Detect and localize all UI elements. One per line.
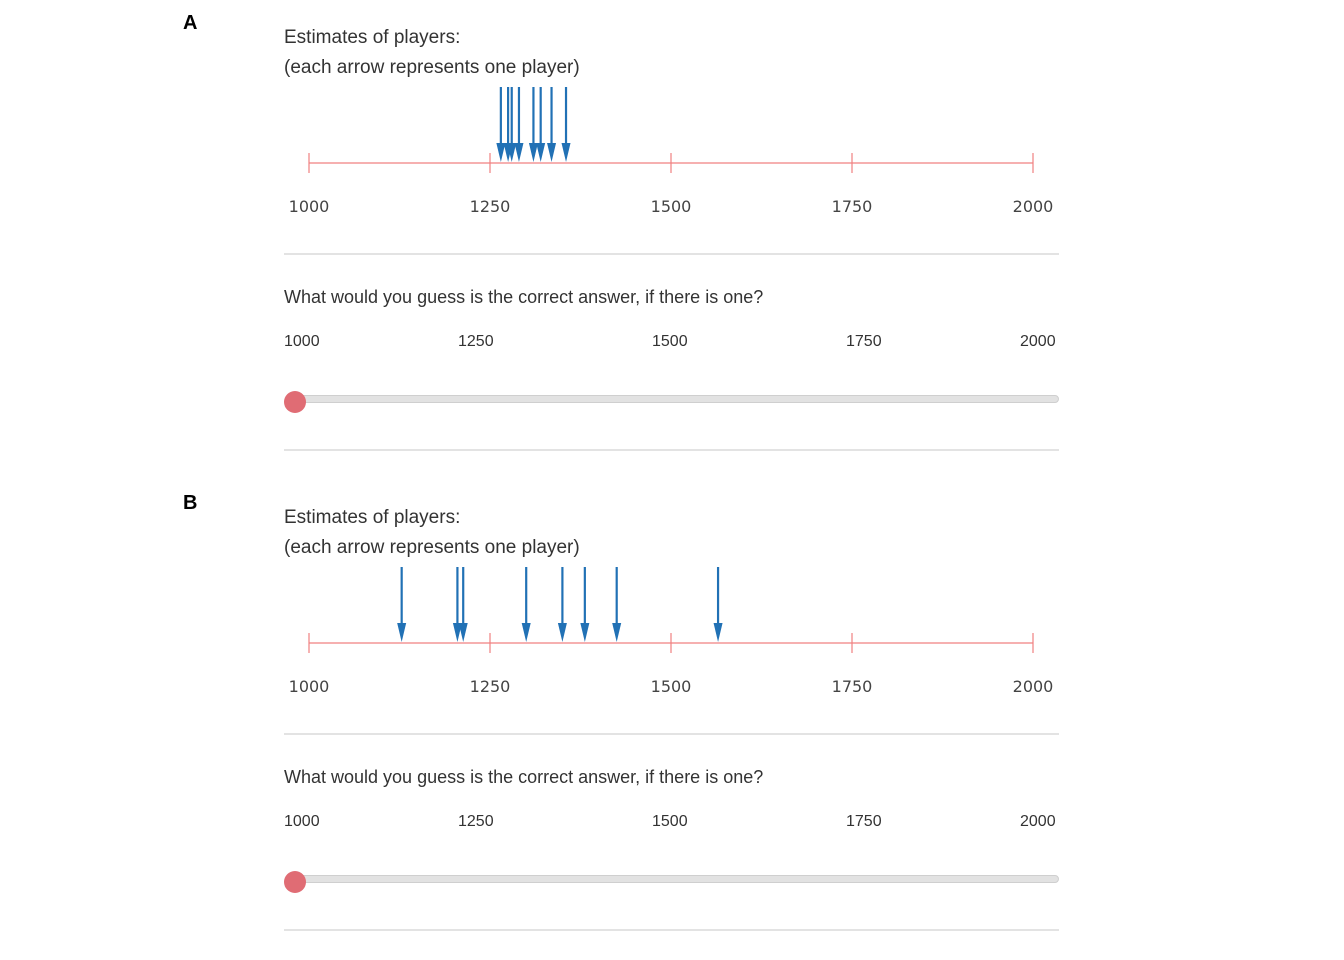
slider-label: 1500: [652, 813, 688, 830]
axis-tick-label: 1500: [651, 677, 692, 696]
slider-label: 1250: [458, 333, 494, 350]
divider: [284, 929, 1059, 931]
slider-label: 2000: [1020, 813, 1056, 830]
divider: [284, 449, 1059, 451]
arrow-head: [514, 143, 524, 162]
player-estimate-arrow: [496, 87, 506, 162]
estimates-title: Estimates of players:: [284, 27, 461, 48]
arrow-head: [528, 143, 538, 162]
player-estimate-arrow: [521, 567, 531, 642]
guess-slider-handle[interactable]: [284, 871, 306, 893]
player-estimate-arrow: [397, 567, 407, 642]
arrow-head: [536, 143, 546, 162]
axis-tick-label: 2000: [1013, 677, 1054, 696]
axis-tick-label: 1000: [289, 677, 330, 696]
slider-labels: 1000 1250 1500 1750 2000: [284, 333, 1059, 355]
player-estimate-arrow: [507, 87, 517, 162]
player-estimate-arrow: [557, 567, 567, 642]
divider: [284, 733, 1059, 735]
arrow-head: [521, 623, 531, 642]
panel-label: A: [183, 12, 198, 34]
player-estimate-arrow: [514, 87, 524, 162]
arrow-head: [547, 143, 557, 162]
arrow-head: [397, 623, 407, 642]
arrow-head: [557, 623, 567, 642]
panel-a: A Estimates of players: (each arrow repr…: [183, 12, 1059, 451]
arrow-head: [496, 143, 506, 162]
player-estimate-arrow: [561, 87, 571, 162]
slider-label: 1250: [458, 813, 494, 830]
player-estimate-arrow: [458, 567, 468, 642]
axis-tick-label: 1750: [832, 677, 873, 696]
axis-tick-label: 1250: [470, 677, 511, 696]
slider-label: 2000: [1020, 333, 1056, 350]
slider-label: 1000: [284, 333, 320, 350]
player-estimate-arrow: [612, 567, 622, 642]
player-estimate-arrow: [536, 87, 546, 162]
guess-slider-track[interactable]: [286, 395, 1059, 403]
axis-tick-label: 1750: [832, 197, 873, 216]
estimates-number-line: 1000 1250 1500 1750 2000: [289, 87, 1054, 216]
guess-question: What would you guess is the correct answ…: [284, 767, 764, 787]
slider-label: 1750: [846, 813, 882, 830]
player-estimate-arrow: [713, 567, 723, 642]
arrow-head: [452, 623, 462, 642]
player-estimate-arrow: [452, 567, 462, 642]
panel-b: B Estimates of players: (each arrow repr…: [0, 480, 1344, 960]
estimates-number-line: 1000 1250 1500 1750 2000: [289, 567, 1054, 696]
player-estimate-arrow: [528, 87, 538, 162]
axis-tick-label: 1500: [651, 197, 692, 216]
slider-label: 1500: [652, 333, 688, 350]
slider-label: 1750: [846, 333, 882, 350]
divider: [284, 253, 1059, 255]
arrow-head: [507, 143, 517, 162]
player-estimate-arrow: [580, 567, 590, 642]
guess-slider-handle[interactable]: [284, 391, 306, 413]
axis-tick-label: 1000: [289, 197, 330, 216]
axis-tick-label: 1250: [470, 197, 511, 216]
arrow-head: [458, 623, 468, 642]
arrow-head: [713, 623, 723, 642]
estimates-subtitle: (each arrow represents one player): [284, 57, 580, 78]
guess-question: What would you guess is the correct answ…: [284, 287, 764, 307]
axis-tick-label: 2000: [1013, 197, 1054, 216]
arrow-head: [580, 623, 590, 642]
estimates-subtitle: (each arrow represents one player): [284, 537, 580, 558]
arrow-head: [612, 623, 622, 642]
arrow-head: [561, 143, 571, 162]
estimates-title: Estimates of players:: [284, 507, 461, 528]
guess-slider-track[interactable]: [286, 875, 1059, 883]
slider-label: 1000: [284, 813, 320, 830]
panel-label: B: [183, 492, 198, 514]
slider-labels: 1000 1250 1500 1750 2000: [284, 813, 1059, 835]
player-estimate-arrow: [547, 87, 557, 162]
